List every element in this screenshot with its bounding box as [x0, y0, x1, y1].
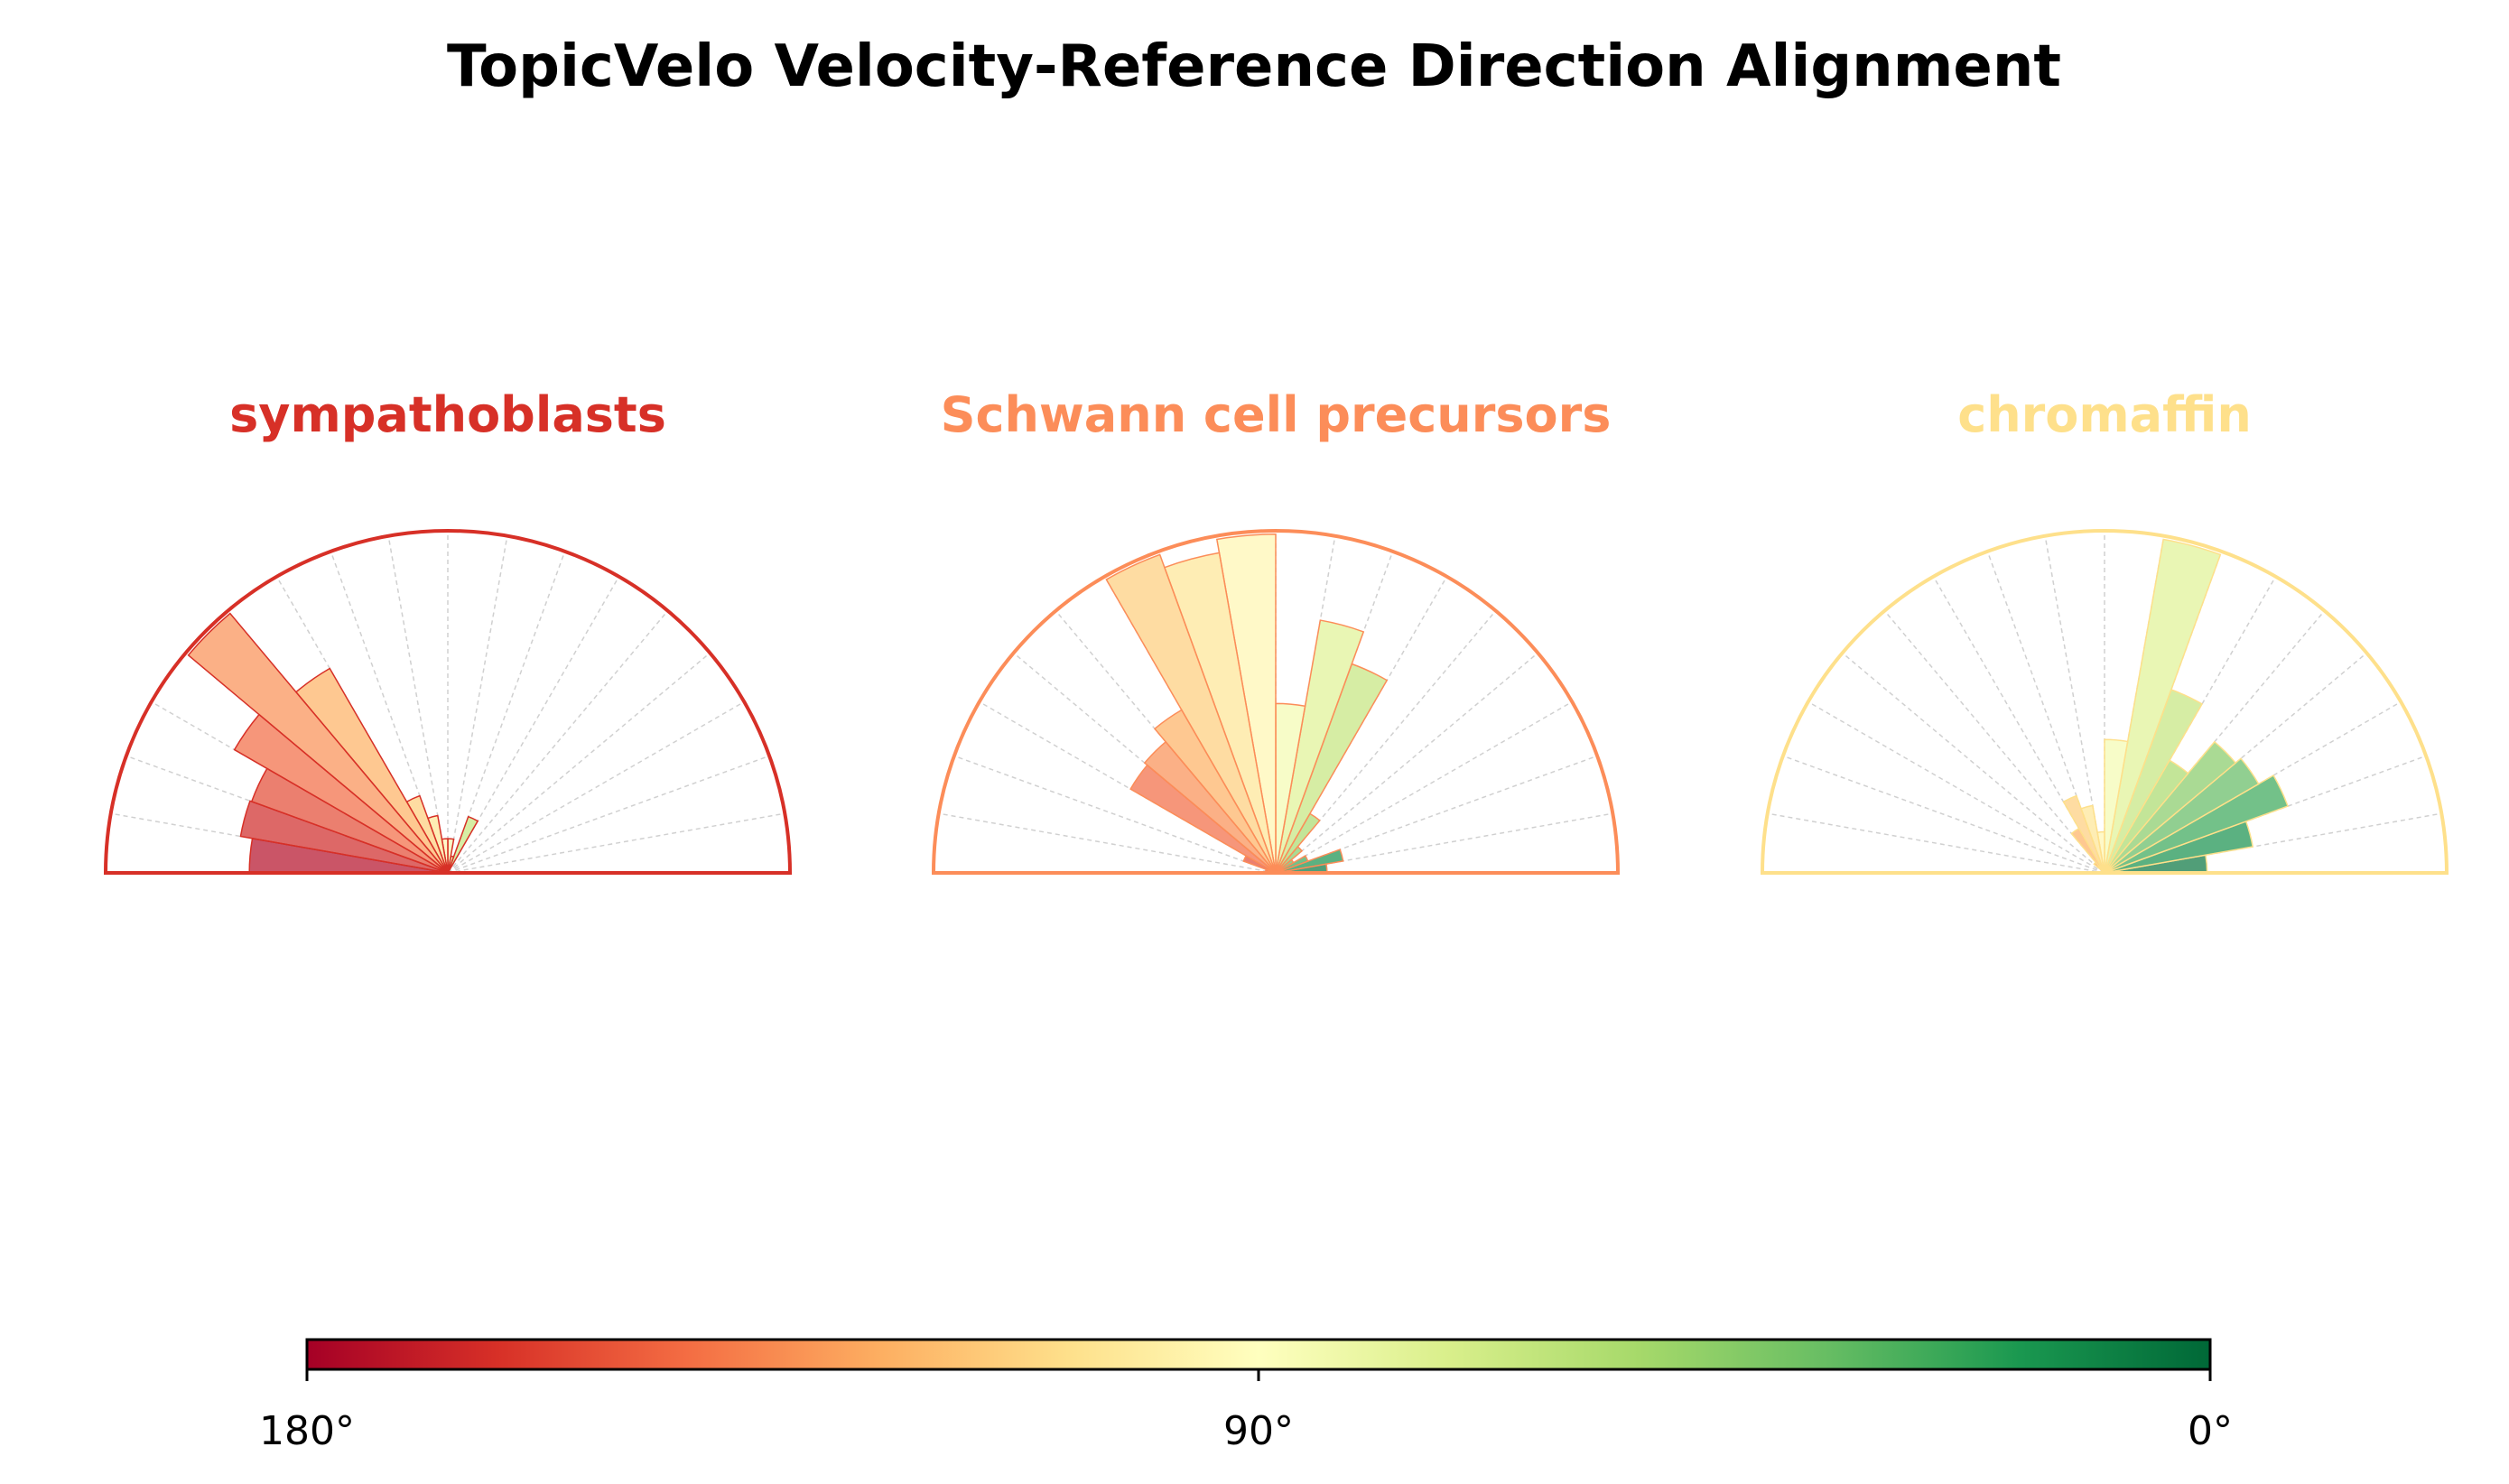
panel-sympathoblasts: sympathoblasts: [103, 386, 793, 875]
grid-line: [447, 610, 669, 874]
colorbar-gradient: [305, 1338, 2212, 1371]
bar-120-130deg: [1153, 709, 1277, 874]
bar-20-30deg: [2104, 774, 2289, 874]
panel-chromaffin: chromaffin: [1760, 386, 2449, 875]
bar-110-120deg: [2062, 794, 2105, 874]
bar-70-80deg: [1275, 619, 1365, 874]
grid-line: [1807, 700, 2105, 874]
panel-title: sympathoblasts: [229, 386, 666, 443]
bar-30-40deg: [2104, 757, 2260, 874]
grid-line: [447, 652, 711, 874]
chart-title: TopicVelo Velocity-Reference Direction A…: [447, 33, 2061, 100]
grid-line: [447, 755, 770, 874]
colorbar: 180° 90° 0°: [259, 1338, 2233, 1454]
grid-line: [447, 700, 745, 874]
bar-130-140deg: [2093, 861, 2105, 874]
bar-130-140deg: [187, 612, 449, 874]
bar-80-90deg: [2104, 738, 2129, 874]
polar-frame: [1760, 529, 2449, 875]
grid-line: [447, 535, 508, 874]
colorbar-tick-label: 180°: [259, 1408, 355, 1454]
bar-140-150deg: [1129, 764, 1277, 874]
grid-line: [447, 812, 785, 874]
bar-60-70deg: [447, 815, 479, 874]
grid-line: [953, 755, 1277, 874]
grid-line: [1782, 755, 2105, 874]
bar-150-160deg: [1242, 855, 1277, 874]
colorbar-tick-label: 0°: [2188, 1408, 2233, 1454]
grid-line: [1842, 652, 2105, 874]
panel-title: Schwann cell precursors: [941, 386, 1612, 443]
polar-frame: [103, 529, 793, 875]
bar-40-50deg: [2104, 740, 2237, 874]
grid-line: [1275, 700, 1573, 874]
bar-130-140deg: [1143, 740, 1277, 874]
bar-110-120deg: [1105, 553, 1277, 874]
grid-line: [1275, 652, 1538, 874]
panel-title: chromaffin: [1957, 386, 2252, 443]
colorbar-tick-label: 90°: [1223, 1408, 1294, 1454]
polar-frame: [931, 529, 1621, 875]
bar-140-150deg: [233, 713, 449, 874]
bar-120-130deg: [2070, 827, 2105, 874]
grid-line: [1767, 812, 2105, 874]
grid-line: [938, 812, 1277, 874]
panel-schwann-cell-precursors: Schwann cell precursors: [931, 386, 1621, 875]
bar-160-170deg: [239, 800, 449, 874]
bar-70-80deg: [2104, 538, 2222, 874]
grid-line: [1883, 610, 2105, 874]
